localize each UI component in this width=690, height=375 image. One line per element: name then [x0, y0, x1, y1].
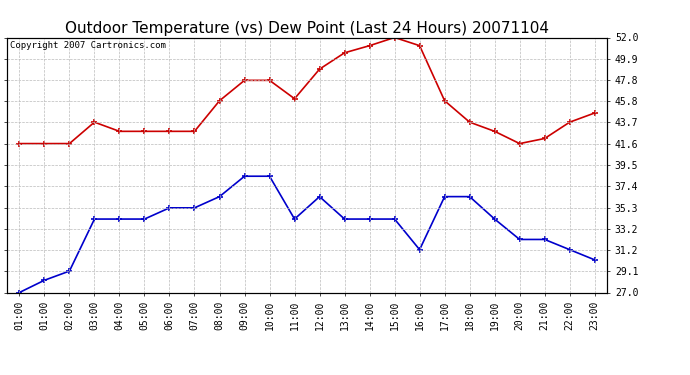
Title: Outdoor Temperature (vs) Dew Point (Last 24 Hours) 20071104: Outdoor Temperature (vs) Dew Point (Last…	[65, 21, 549, 36]
Text: Copyright 2007 Cartronics.com: Copyright 2007 Cartronics.com	[10, 41, 166, 50]
